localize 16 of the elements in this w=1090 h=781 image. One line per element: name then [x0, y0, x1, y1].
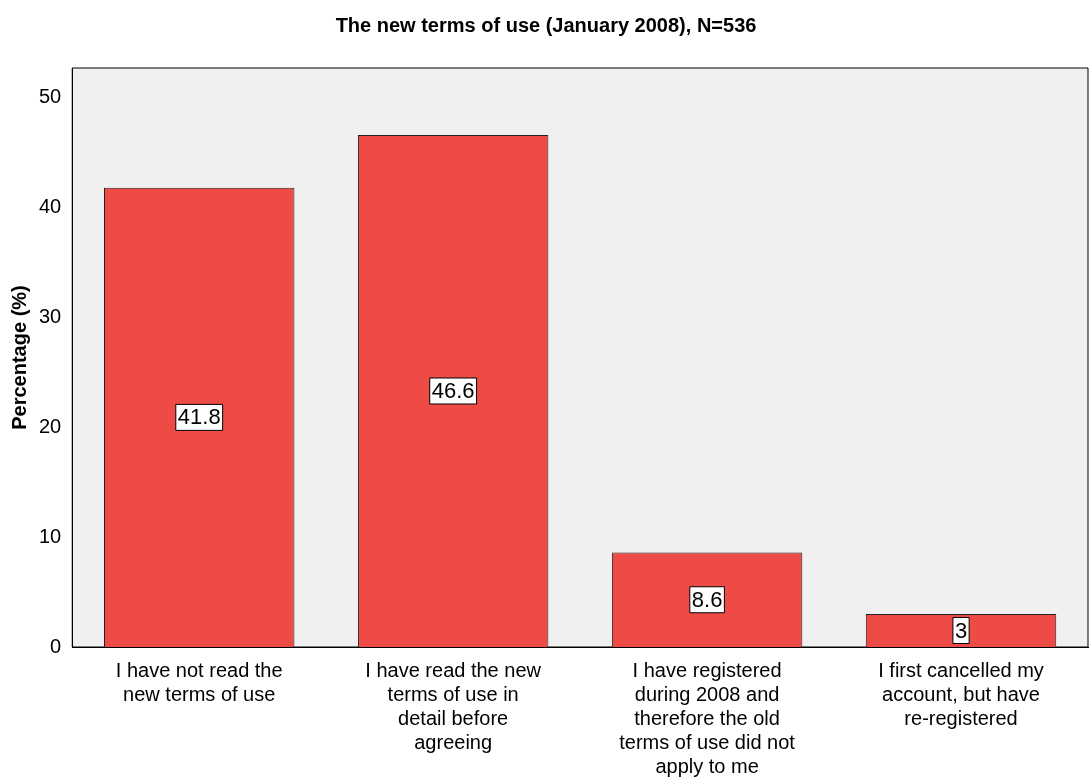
y-tick-label: 30 [39, 304, 62, 327]
y-tick-label: 40 [39, 195, 62, 218]
x-tick-label: I have registered during 2008 and therefore the old terms of use did not apply to me [619, 658, 796, 777]
y-tick-label: 20 [39, 414, 62, 437]
y-tick-label: 0 [50, 634, 62, 657]
x-tick-label: I have not read the new terms of use [115, 658, 283, 705]
data-label: 41.8 [177, 404, 221, 430]
data-label: 46.6 [431, 378, 475, 404]
x-tick-label: I first cancelled my account, but have re-registered [878, 658, 1044, 729]
y-tick-label: 50 [39, 85, 62, 108]
y-axis-title: Percentage (%) [7, 285, 30, 430]
data-label: 3 [954, 617, 968, 643]
chart-title: The new terms of use (January 2008), N=536 [335, 13, 757, 36]
y-tick-label: 10 [39, 524, 62, 547]
data-label: 8.6 [691, 586, 723, 612]
x-tick-label: I have read the new terms of use in detail before agreeing [365, 658, 542, 753]
